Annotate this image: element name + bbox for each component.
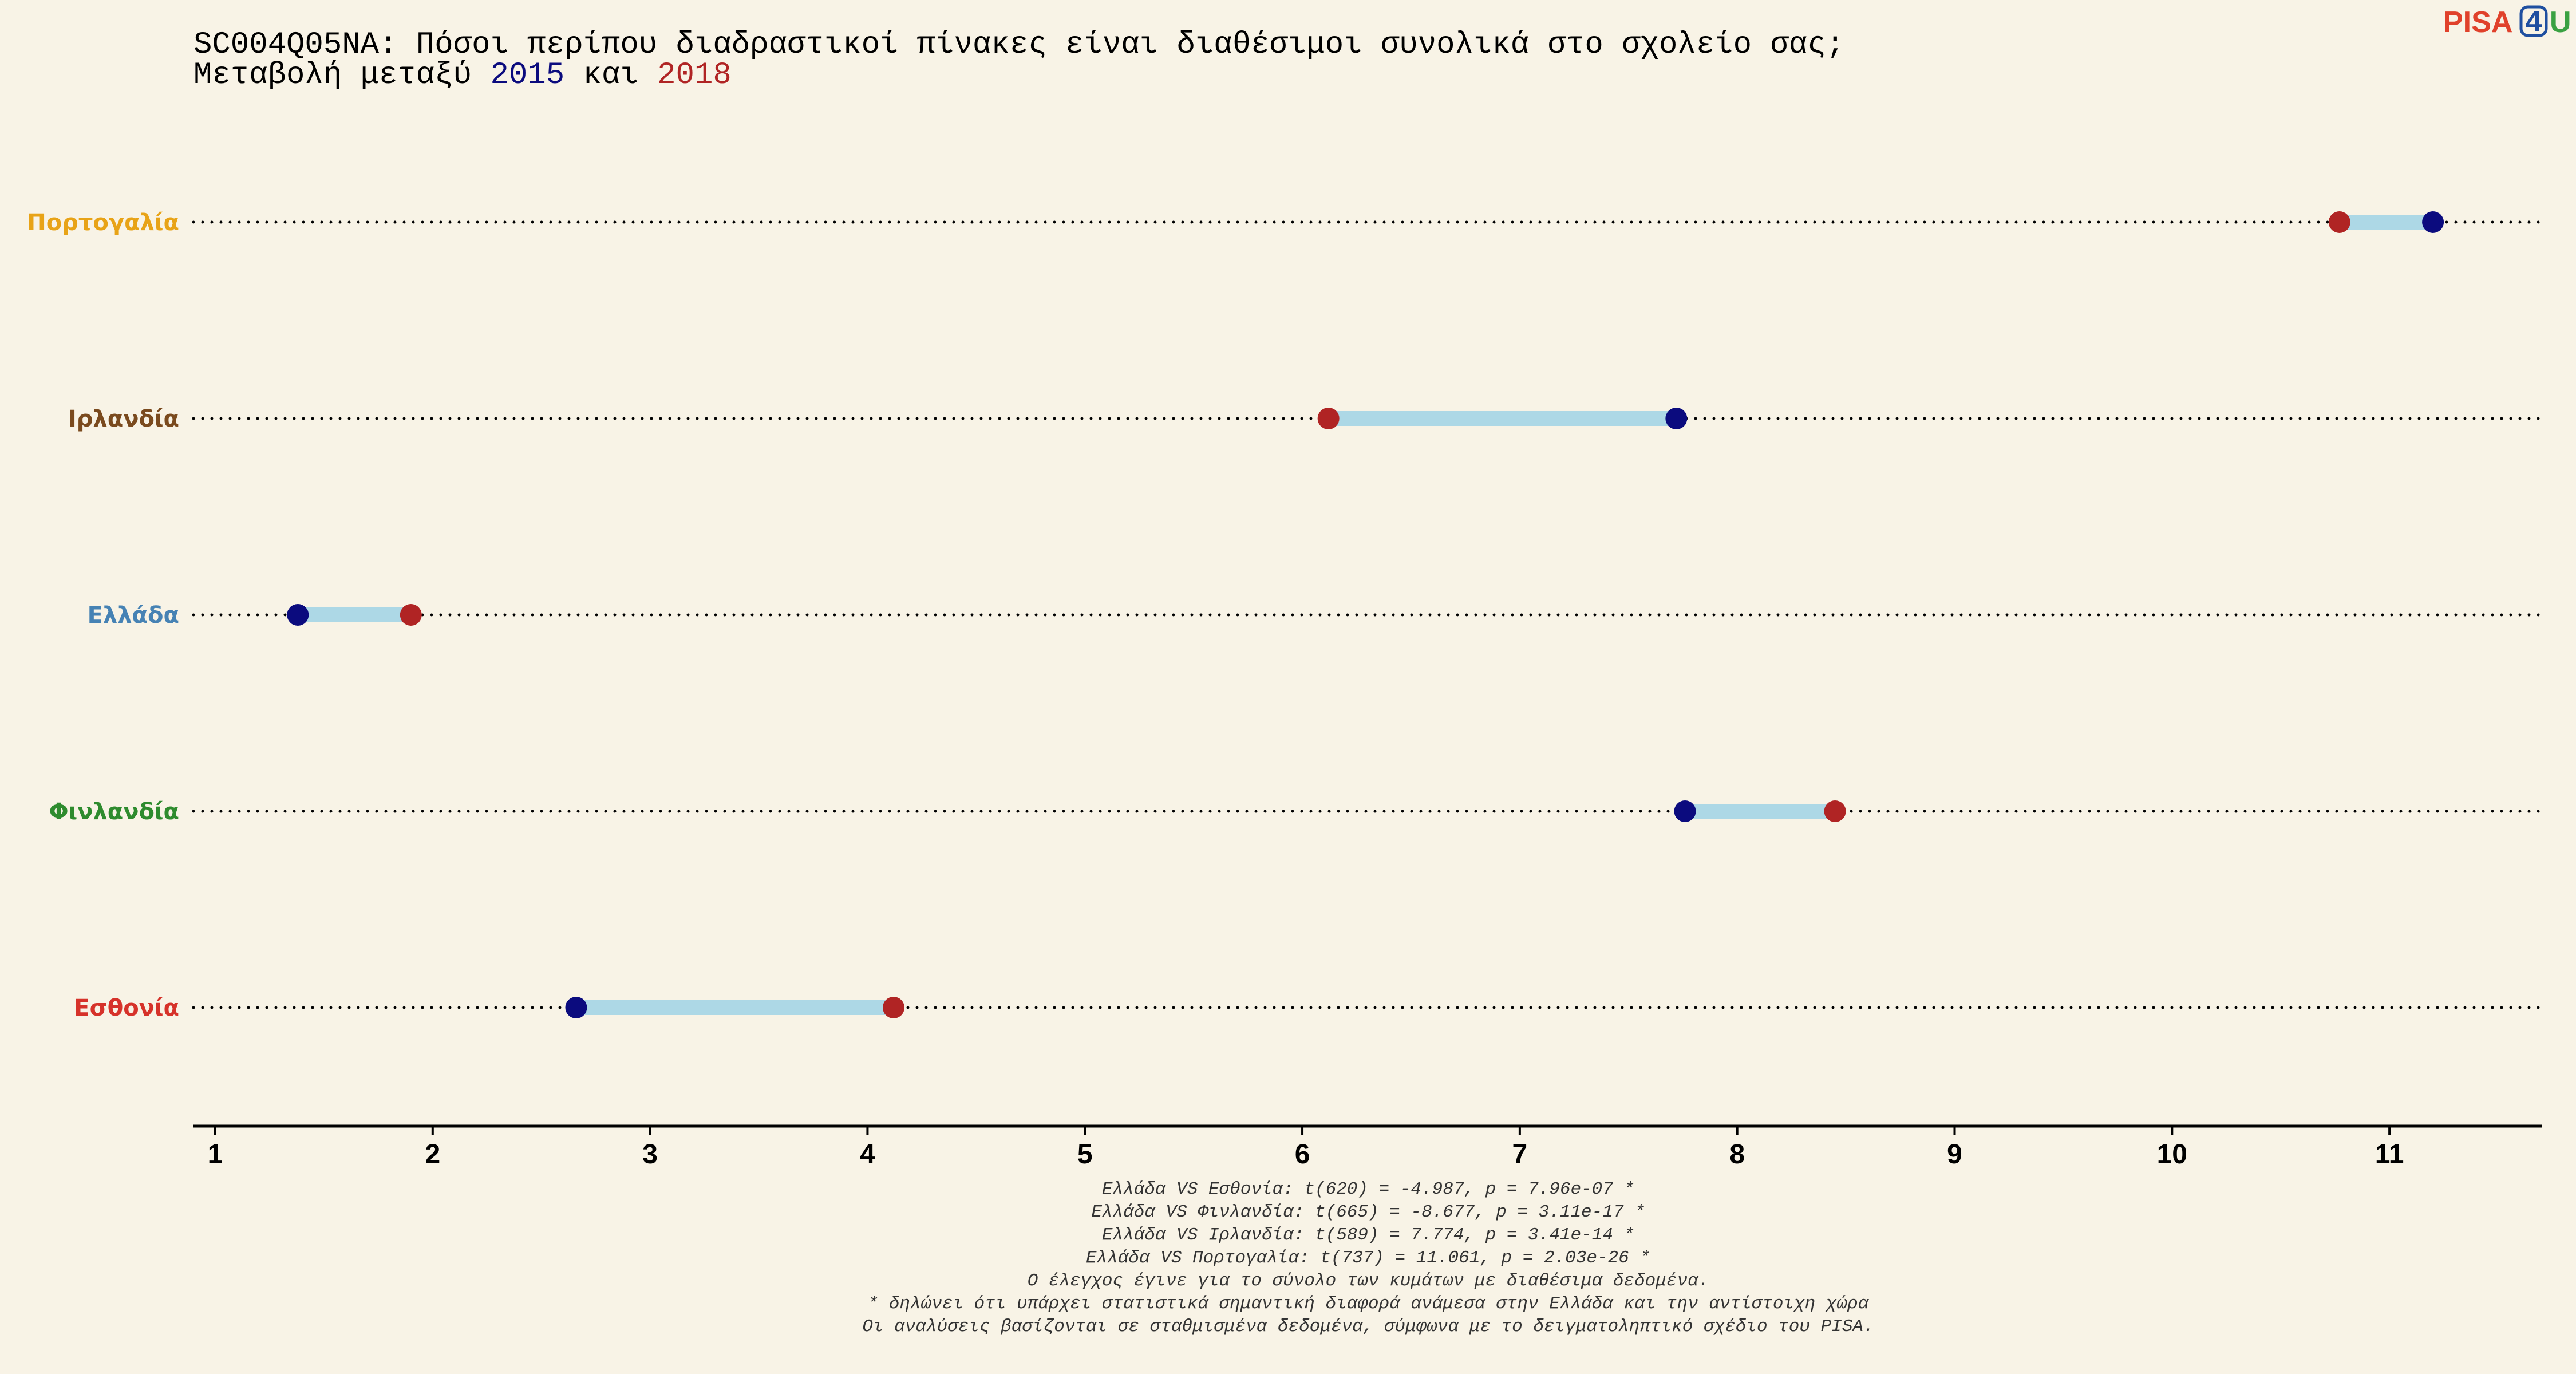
footnote-line: Ελλάδα VS Εσθονία: t(620) = -4.987, p = … bbox=[1102, 1179, 1634, 1199]
point-2015 bbox=[2422, 211, 2444, 233]
x-tick-label: 3 bbox=[642, 1139, 658, 1170]
x-tick-label: 9 bbox=[1947, 1139, 1962, 1170]
chart-row: Ελλάδα bbox=[88, 602, 2543, 629]
country-label: Φινλανδία bbox=[49, 799, 179, 825]
footnote-line: Ελλάδα VS Φινλανδία: t(665) = -8.677, p … bbox=[1091, 1202, 1645, 1222]
subtitle-prefix: Μεταβολή μεταξύ bbox=[193, 58, 490, 93]
chart-row: Εσθονία bbox=[74, 995, 2543, 1021]
footnotes: Ελλάδα VS Εσθονία: t(620) = -4.987, p = … bbox=[862, 1179, 1874, 1337]
x-tick-label: 6 bbox=[1295, 1139, 1310, 1170]
point-2018 bbox=[1317, 408, 1340, 429]
point-2015 bbox=[1665, 408, 1688, 429]
point-2018 bbox=[400, 604, 422, 626]
point-2018 bbox=[2328, 211, 2350, 233]
footnote-line: * δηλώνει ότι υπάρχει στατιστικά σημαντι… bbox=[868, 1294, 1870, 1314]
x-tick-label: 10 bbox=[2157, 1139, 2187, 1170]
point-2015 bbox=[1674, 800, 1696, 822]
x-tick-label: 4 bbox=[860, 1139, 875, 1170]
footnote-line: Οι αναλύσεις βασίζονται σε σταθμισμένα δ… bbox=[862, 1317, 1874, 1337]
subtitle-middle: και bbox=[564, 58, 657, 93]
chart-row: Φινλανδία bbox=[49, 799, 2543, 825]
chart-row: Πορτογαλία bbox=[27, 210, 2543, 236]
footnote-line: Ελλάδα VS Ιρλανδία: t(589) = 7.774, p = … bbox=[1102, 1225, 1634, 1245]
footnote-line: Ο έλεγχος έγινε για το σύνολο των κυμάτω… bbox=[1028, 1271, 1709, 1291]
chart-subtitle: Μεταβολή μεταξύ 2015 και 2018 bbox=[193, 58, 732, 93]
point-2015 bbox=[287, 604, 309, 626]
point-2018 bbox=[1824, 800, 1846, 822]
subtitle-year-2018: 2018 bbox=[657, 58, 732, 93]
point-2015 bbox=[565, 997, 587, 1018]
logo-badge bbox=[2519, 5, 2548, 37]
logo-four-text: 4 bbox=[2526, 5, 2542, 38]
logo-pisa-text: PISA bbox=[2443, 6, 2512, 39]
x-tick-label: 2 bbox=[425, 1139, 440, 1170]
x-axis: 1 2 3 4 5 6 7 8 9 10 11 bbox=[193, 1124, 2542, 1170]
country-label: Ελλάδα bbox=[88, 602, 179, 629]
pisa4u-logo: PISA 4 U bbox=[2443, 5, 2571, 39]
x-tick-label: 11 bbox=[2375, 1139, 2404, 1170]
country-label: Ιρλανδία bbox=[68, 406, 179, 432]
subtitle-year-2015: 2015 bbox=[490, 58, 564, 93]
country-label: Εσθονία bbox=[74, 995, 179, 1021]
x-tick-label: 8 bbox=[1729, 1139, 1745, 1170]
logo-u-text: U bbox=[2550, 6, 2571, 39]
chart-row: Ιρλανδία bbox=[68, 406, 2543, 432]
x-tick-label: 5 bbox=[1077, 1139, 1093, 1170]
footnote-line: Ελλάδα VS Πορτογαλία: t(737) = 11.061, p… bbox=[1086, 1248, 1650, 1268]
x-tick-label: 7 bbox=[1512, 1139, 1528, 1170]
country-label: Πορτογαλία bbox=[27, 210, 179, 236]
chart-rows: Πορτογαλία Ιρλανδία Ελλάδα Φινλανδία Εσθονία bbox=[27, 210, 2543, 1021]
x-tick-label: 1 bbox=[208, 1139, 223, 1170]
point-2018 bbox=[883, 997, 905, 1018]
chart-title: SC004Q05NA: Πόσοι περίπου διαδραστικοί π… bbox=[193, 27, 1844, 62]
